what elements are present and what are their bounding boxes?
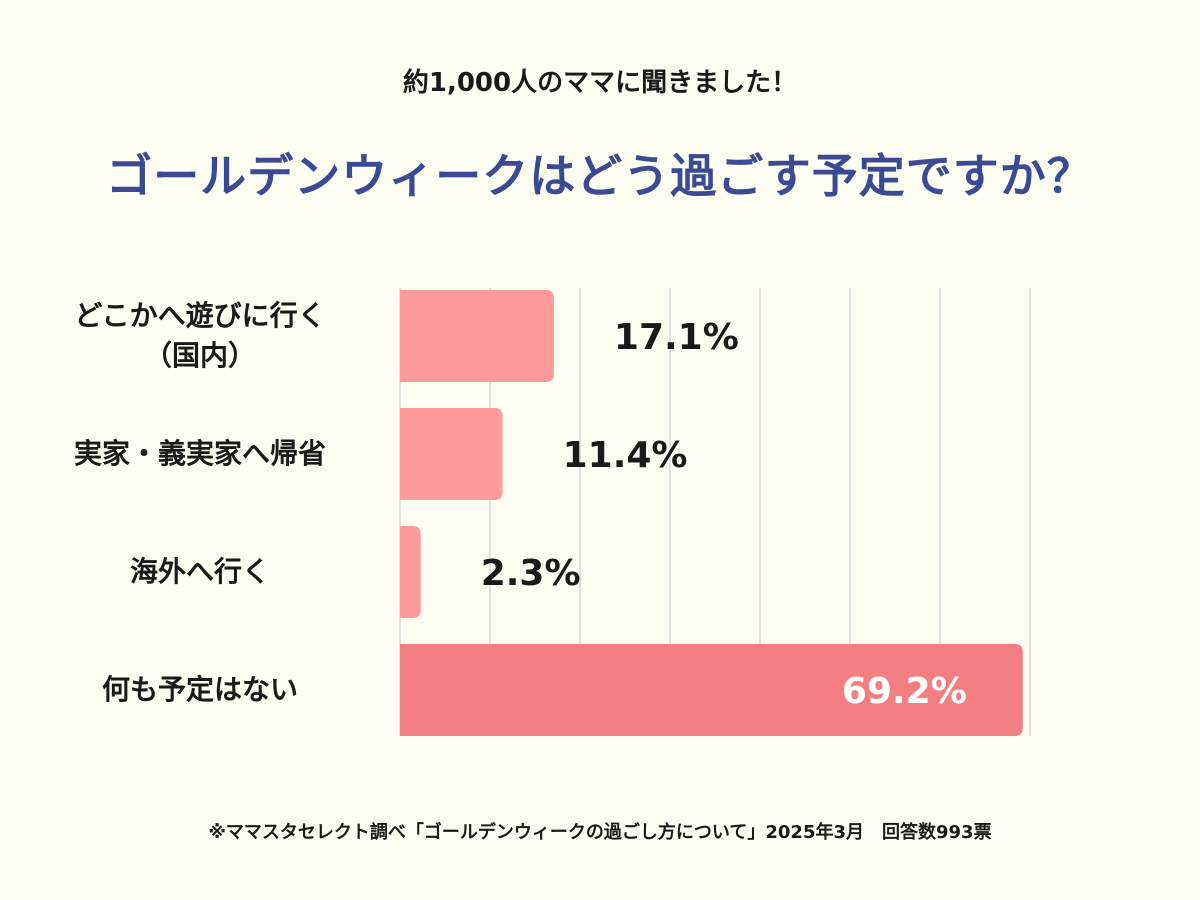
bar — [400, 526, 421, 618]
category-label-line: 実家・義実家へ帰省 — [73, 437, 326, 470]
category-label-line: 海外へ行く — [129, 555, 270, 588]
data-label: 17.1% — [614, 317, 739, 358]
category-label: 何も予定はない — [20, 670, 380, 710]
footnote: ※ママスタセレクト調べ「ゴールデンウィークの過ごし方について」2025年3月 回… — [208, 822, 992, 843]
bar — [400, 644, 1023, 736]
category-label-line: （国内） — [143, 339, 256, 372]
data-label: 11.4% — [563, 435, 688, 476]
category-label: 海外へ行く — [20, 552, 380, 592]
category-label: どこかへ遊びに行く （国内） — [20, 296, 380, 376]
chart-title: ゴールデンウィークはどう過ごす予定ですか？ — [106, 149, 1094, 203]
category-label-line: 何も予定はない — [101, 673, 298, 706]
category-label-line: どこかへ遊びに行く — [74, 299, 326, 332]
category-label: 実家・義実家へ帰省 — [20, 434, 380, 474]
data-label: 69.2% — [842, 671, 967, 712]
chart-subtitle: 約1,000人のママに聞きました！ — [402, 68, 798, 98]
data-label: 2.3% — [481, 553, 581, 594]
bar — [400, 408, 503, 500]
bar — [400, 290, 554, 382]
